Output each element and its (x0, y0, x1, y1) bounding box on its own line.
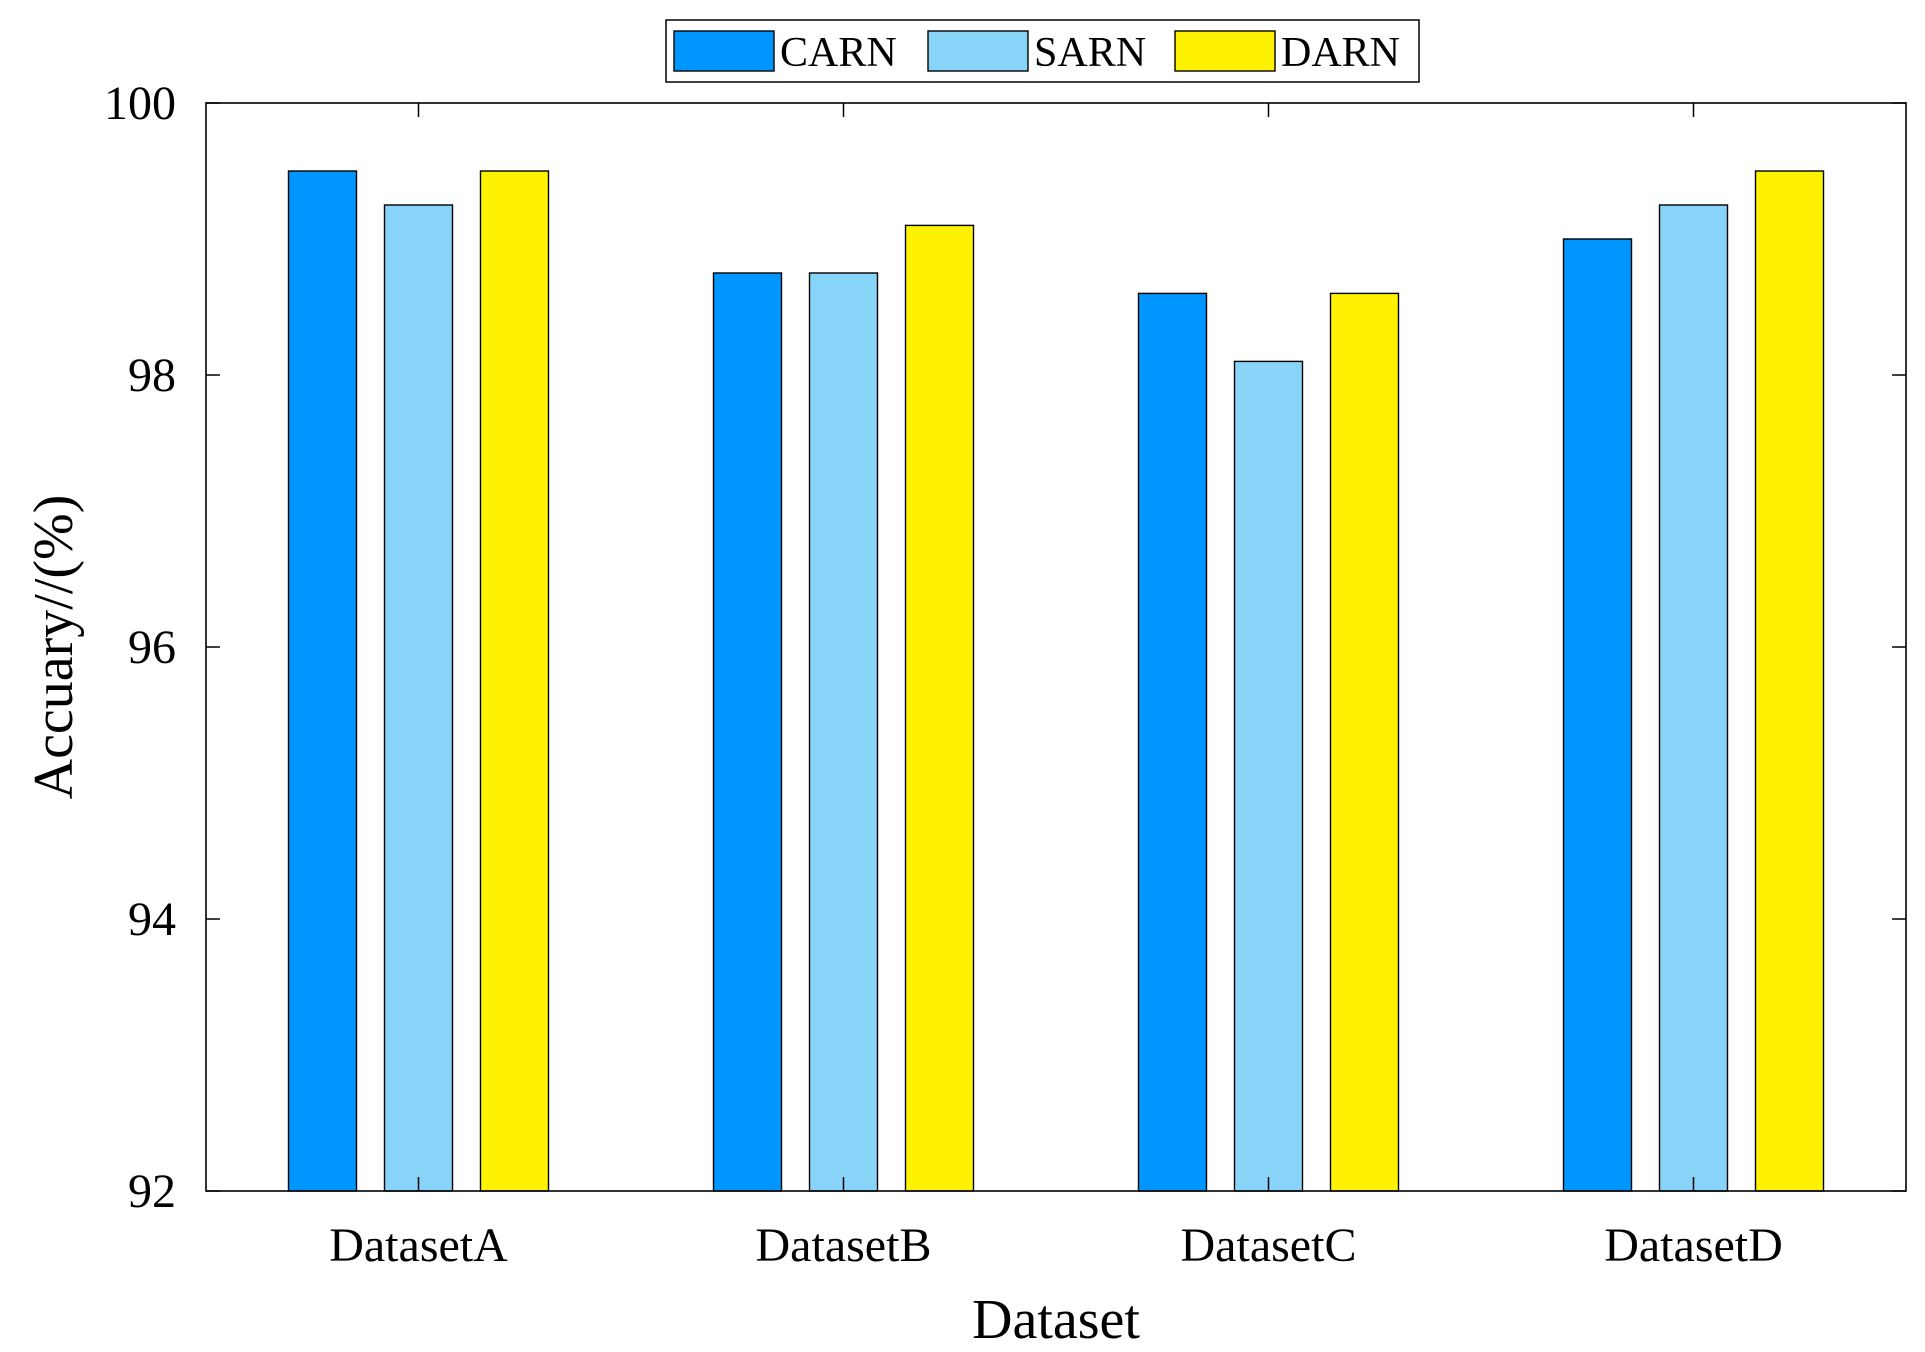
x-tick-label: DatasetA (329, 1219, 508, 1272)
bar-darn-datasetd (1754, 170, 1825, 1192)
y-tick-label: 94 (128, 893, 176, 946)
x-tick-label: DatasetC (1181, 1219, 1357, 1272)
bar-sarn-datasetc (1233, 360, 1304, 1192)
bar-sarn-datasetb (808, 272, 879, 1192)
bar-carn-datasetc (1137, 292, 1208, 1192)
bar-sarn-datasetd (1658, 204, 1729, 1192)
y-tick-labels: 92 94 96 98 100 (104, 77, 176, 1218)
bar-carn-dataseta (287, 170, 358, 1192)
x-tick-label: DatasetB (756, 1219, 932, 1272)
bar-darn-dataseta (479, 170, 550, 1192)
legend-swatch-carn (673, 30, 775, 72)
legend: CARN SARN DARN (665, 19, 1420, 83)
bar-darn-datasetb (904, 224, 975, 1192)
bar-sarn-dataseta (383, 204, 454, 1192)
bars-group (287, 170, 1825, 1192)
y-tick-label: 92 (128, 1165, 176, 1218)
bar-carn-datasetb (712, 272, 783, 1192)
legend-label-sarn: SARN (1034, 30, 1146, 76)
legend-swatch-sarn (927, 30, 1029, 72)
y-tick-label: 100 (104, 77, 176, 130)
x-tick-labels: DatasetA DatasetB DatasetC DatasetD (329, 1219, 1783, 1272)
y-tick-label: 96 (128, 621, 176, 674)
y-axis-title: Accuary//(%) (23, 495, 85, 800)
legend-box (665, 19, 1420, 83)
x-tick-label: DatasetD (1604, 1219, 1783, 1272)
bar-darn-datasetc (1329, 292, 1400, 1192)
legend-label-darn: DARN (1281, 30, 1400, 76)
x-axis-title: Dataset (972, 1289, 1140, 1351)
axis-ticks (206, 102, 1906, 1192)
bar-carn-datasetd (1562, 238, 1633, 1192)
legend-label-carn: CARN (780, 30, 897, 76)
y-tick-label: 98 (128, 349, 176, 402)
legend-swatch-darn (1174, 30, 1276, 72)
